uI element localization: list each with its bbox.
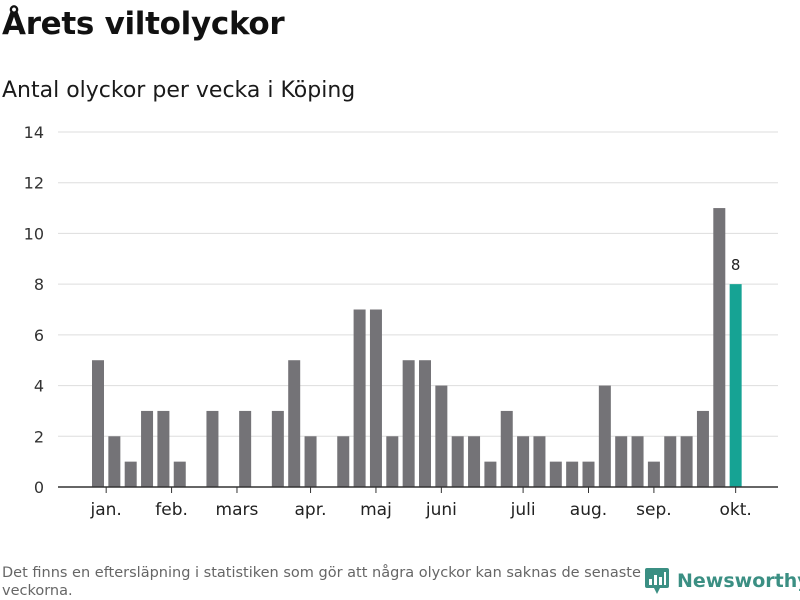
y-tick-label: 14 — [24, 123, 44, 142]
bar — [108, 436, 121, 487]
x-tick-label: maj — [360, 500, 392, 520]
bar — [451, 436, 464, 487]
x-axis: jan. feb. mars apr. maj juni juli aug. sep. okt. — [58, 486, 778, 520]
bars — [92, 208, 742, 488]
footnote: Det finns en eftersläpning i statistiken… — [2, 565, 641, 599]
bar — [173, 461, 186, 487]
bar — [419, 360, 431, 487]
x-tick-label: apr. — [295, 500, 327, 520]
y-tick-label: 4 — [34, 377, 44, 396]
y-axis-ticks: 0 2 4 6 8 10 12 14 — [24, 123, 44, 497]
highlight-data-label: 8 — [731, 256, 741, 274]
bar — [549, 461, 562, 487]
bar — [304, 436, 317, 487]
bar — [271, 410, 284, 487]
bar — [533, 436, 546, 487]
newsworthy-logo-icon — [645, 568, 669, 594]
bar — [288, 360, 301, 487]
bar — [647, 461, 660, 487]
y-tick-label: 0 — [34, 478, 44, 497]
bar — [500, 410, 513, 487]
bar — [468, 436, 481, 487]
bar — [582, 461, 595, 487]
bar — [484, 461, 497, 487]
bar — [353, 309, 366, 487]
gridlines — [58, 131, 778, 437]
bar — [664, 436, 677, 487]
x-tick-label: feb. — [155, 500, 188, 520]
x-tick-label: juli — [510, 500, 536, 520]
bar — [337, 436, 350, 487]
y-tick-label: 12 — [24, 174, 44, 193]
y-tick-label: 10 — [24, 224, 44, 243]
x-tick-label: mars — [216, 500, 259, 520]
y-tick-label: 8 — [34, 275, 44, 294]
bar — [124, 461, 137, 487]
y-tick-label: 2 — [34, 427, 44, 446]
bar — [239, 410, 252, 487]
chart-title: Årets viltolyckor — [2, 6, 285, 42]
bar — [402, 360, 415, 487]
bar — [206, 410, 219, 487]
data-labels: 8 — [731, 256, 741, 274]
x-tick-label: sep. — [636, 500, 672, 520]
bar — [680, 436, 693, 487]
bar — [157, 410, 170, 487]
bar — [517, 436, 530, 487]
bar — [598, 385, 611, 487]
bar — [566, 461, 579, 487]
brand-logo: Newsworthy — [645, 568, 800, 594]
bar — [92, 360, 104, 487]
bar-chart: 0 2 4 6 8 10 12 14 jan. feb. mars apr. maj juni juli a… — [24, 123, 778, 520]
bar — [435, 385, 448, 487]
x-tick-label: jan. — [90, 500, 122, 520]
bar — [141, 410, 154, 487]
x-tick-label: aug. — [570, 500, 607, 520]
x-tick-label: okt. — [719, 500, 751, 520]
bar — [713, 208, 726, 488]
bar — [369, 309, 382, 487]
brand-name: Newsworthy — [677, 570, 800, 592]
x-tick-label: juni — [425, 500, 457, 520]
y-tick-label: 6 — [34, 326, 44, 345]
bar — [615, 436, 628, 487]
bar — [696, 410, 709, 487]
chart-subtitle: Antal olyckor per vecka i Köping — [2, 78, 356, 103]
bar — [631, 436, 644, 487]
bar — [386, 436, 399, 487]
bar-highlight — [729, 284, 742, 487]
